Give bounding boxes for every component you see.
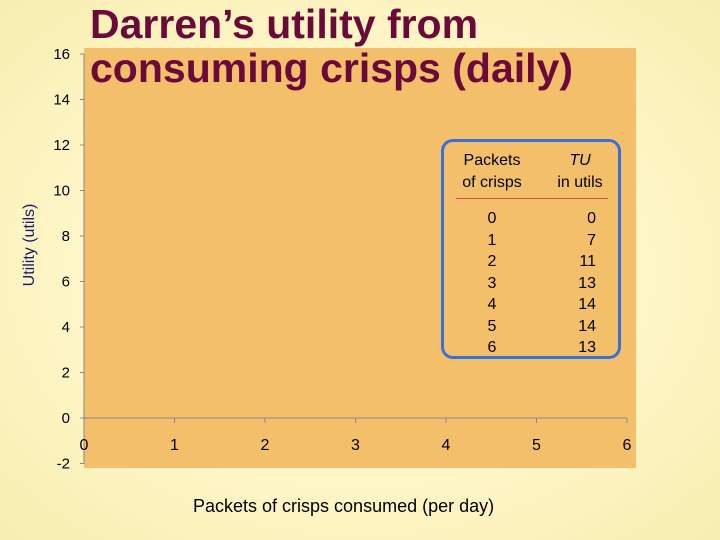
x-tick-label: 2 (261, 437, 270, 454)
packets-header-line-1: Packets (463, 152, 521, 169)
x-axis-label: Packets of crisps consumed (per day) (193, 496, 495, 516)
tu-value: 7 (587, 231, 596, 249)
tu-values: 0 7 11 13 14 14 13 (540, 208, 596, 359)
y-tick-label: 0 (62, 410, 70, 427)
x-tick-label: 4 (442, 437, 451, 454)
packets-values: 0 1 2 3 4 5 6 (446, 208, 538, 359)
packets-value: 1 (487, 231, 497, 249)
table-header-rule (456, 198, 608, 199)
packets-header: Packets of crisps (446, 150, 538, 198)
y-tick-label: 4 (62, 319, 70, 336)
packets-value: 3 (487, 274, 497, 292)
packets-value: 4 (487, 296, 497, 313)
tu-value: 14 (578, 296, 596, 313)
packets-value: 2 (487, 253, 497, 270)
packets-column: Packets of crisps (446, 150, 538, 198)
tu-value: 13 (578, 339, 596, 356)
y-axis-label: Utility (utils) (21, 203, 38, 287)
tu-value: 13 (578, 274, 596, 292)
chart-title: Darren’s utility from consuming crisps (… (90, 2, 650, 90)
chart-title-line-2: consuming crisps (daily) (90, 45, 573, 91)
y-tick-label: 10 (53, 183, 70, 200)
y-tick-label: 16 (53, 46, 70, 63)
tu-header-line-2: in utils (557, 174, 603, 191)
tu-value: 0 (587, 210, 596, 227)
packets-value: 0 (487, 210, 497, 227)
packets-value: 6 (487, 339, 497, 356)
x-tick-label: 5 (532, 437, 541, 454)
x-tick-label: 1 (170, 437, 179, 454)
tu-header-line-1: TU (569, 152, 591, 169)
utility-table: Packets of crisps TU in utils 0 1 2 3 4 5 6 0 7… (441, 139, 621, 359)
tu-header: TU in utils (540, 150, 620, 198)
tu-value: 14 (578, 317, 596, 335)
y-tick-label: -2 (57, 456, 70, 473)
x-tick-label: 0 (80, 437, 89, 454)
x-tick-label: 6 (623, 437, 632, 454)
tu-value: 11 (579, 253, 596, 270)
packets-value: 5 (487, 317, 497, 335)
y-tick-label: 12 (53, 137, 70, 154)
y-tick-label: 6 (62, 274, 70, 291)
tu-column: TU in utils (540, 150, 620, 198)
y-tick-label: 8 (62, 228, 70, 245)
chart-title-line-1: Darren’s utility from (90, 1, 479, 47)
y-tick-label: 2 (62, 365, 70, 382)
y-tick-label: 14 (53, 92, 70, 109)
x-tick-label: 3 (351, 437, 360, 454)
packets-header-line-2: of crisps (462, 174, 522, 191)
